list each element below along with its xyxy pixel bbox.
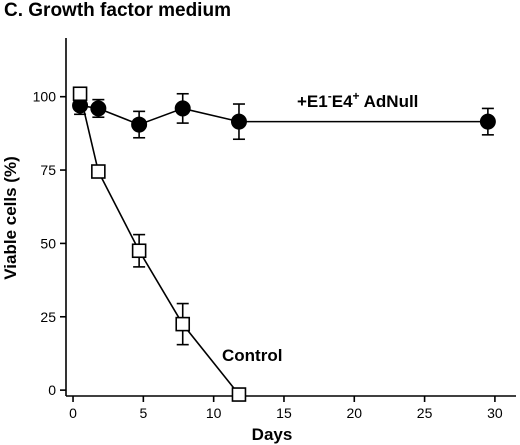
data-point [72, 86, 88, 102]
y-tick-label: 50 [40, 235, 56, 251]
series-label-adnull: +E1-E4+ AdNull [297, 89, 418, 111]
data-point [174, 100, 191, 117]
data-point [131, 116, 148, 133]
chart-title: C. Growth factor medium [4, 0, 231, 21]
y-tick-label: 0 [48, 382, 56, 398]
series-1 [72, 86, 247, 402]
data-point [479, 113, 496, 130]
x-tick-label: 10 [206, 405, 222, 421]
x-tick-label: 25 [417, 405, 433, 421]
x-tick-label: 20 [346, 405, 362, 421]
series-line [79, 93, 240, 396]
data-point [90, 100, 107, 117]
x-axis-title: Days [252, 425, 293, 444]
y-tick-label: 25 [40, 309, 56, 325]
data-point [91, 164, 106, 179]
series-0 [72, 92, 496, 141]
x-tick-label: 0 [69, 405, 77, 421]
x-tick-label: 15 [276, 405, 292, 421]
axes: 0 25 50 75 100 0 5 10 15 20 25 30 [33, 38, 516, 421]
y-tick-label: 100 [33, 89, 57, 105]
data-point [175, 316, 191, 332]
series-label-control: Control [222, 346, 282, 365]
data-point [231, 387, 247, 402]
series-layer [72, 86, 496, 402]
data-point [131, 243, 147, 259]
x-tick-label: 5 [139, 405, 147, 421]
data-point [230, 113, 247, 130]
y-axis-title: Viable cells (%) [1, 156, 20, 279]
x-tick-label: 30 [487, 405, 503, 421]
y-tick-label: 75 [40, 162, 56, 178]
